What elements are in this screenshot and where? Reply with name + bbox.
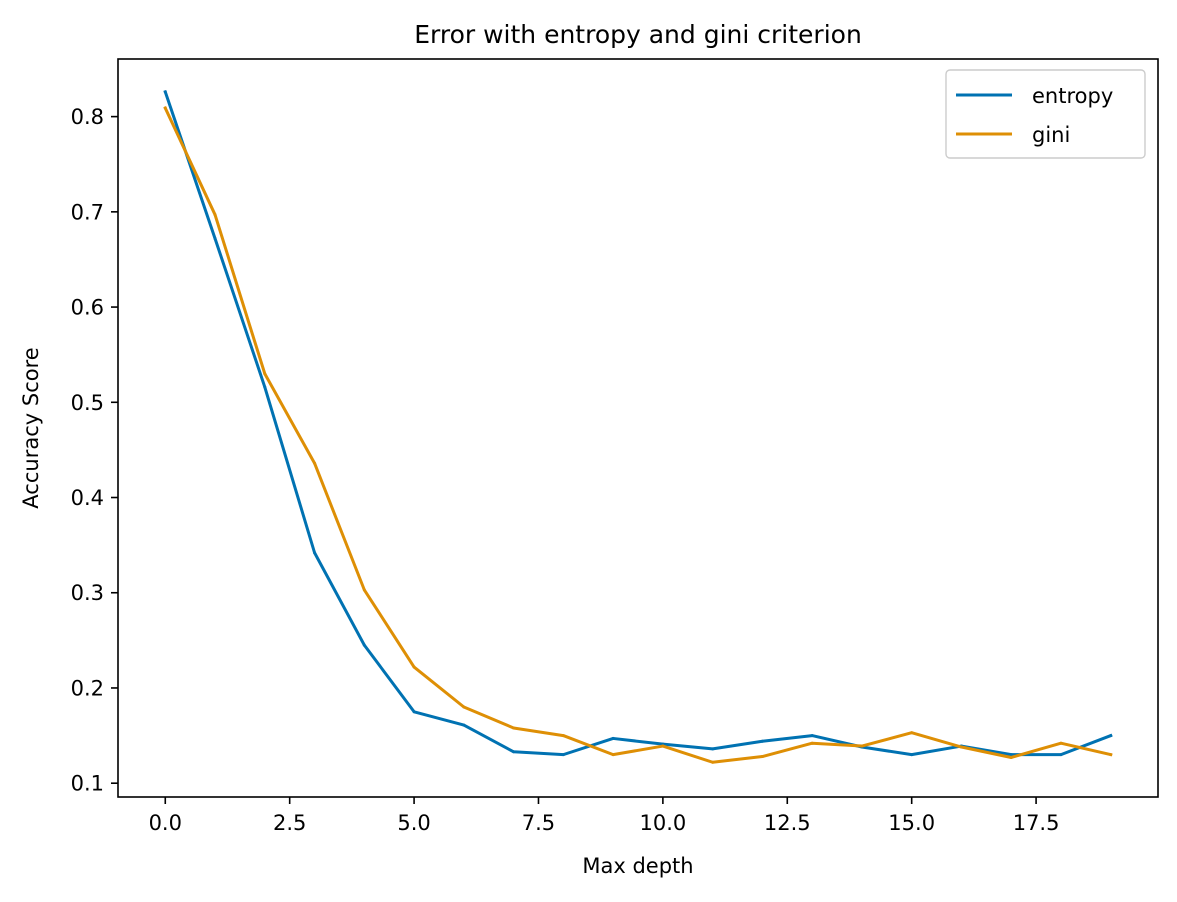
series-entropy — [163, 89, 1113, 757]
data-point-entropy — [213, 237, 217, 241]
legend-label-gini: gini — [1032, 123, 1070, 147]
y-axis-label: Accuracy Score — [19, 347, 43, 508]
data-point-entropy — [561, 753, 565, 757]
data-point-gini — [959, 745, 963, 749]
data-point-gini — [910, 731, 914, 735]
data-point-gini — [163, 106, 167, 110]
series-line-entropy — [163, 89, 1113, 757]
data-point-entropy — [1009, 753, 1013, 757]
data-point-entropy — [263, 385, 267, 389]
axes-frame — [117, 58, 1159, 798]
y-tick-label: 0.5 — [71, 391, 104, 415]
data-point-entropy — [810, 734, 814, 738]
y-tick-label: 0.6 — [71, 296, 104, 320]
data-point-gini — [1109, 753, 1113, 757]
data-point-gini — [810, 741, 814, 745]
data-point-entropy — [362, 643, 366, 647]
data-point-gini — [412, 665, 416, 669]
x-axis-label: Max depth — [582, 854, 693, 878]
x-tick-label: 17.5 — [1013, 811, 1060, 835]
data-point-entropy — [711, 747, 715, 751]
series-line-gini — [163, 106, 1113, 764]
x-tick-label: 12.5 — [764, 811, 811, 835]
data-point-gini — [263, 372, 267, 376]
series-gini — [163, 106, 1113, 764]
data-point-gini — [1009, 755, 1013, 759]
y-tick-label: 0.8 — [71, 105, 104, 129]
x-tick-label: 10.0 — [639, 811, 686, 835]
series-layer — [163, 89, 1113, 764]
data-point-gini — [760, 755, 764, 759]
data-point-gini — [213, 213, 217, 217]
data-point-gini — [611, 753, 615, 757]
y-tick-label: 0.3 — [71, 581, 104, 605]
data-point-entropy — [163, 90, 167, 94]
data-point-entropy — [1059, 753, 1063, 757]
data-point-entropy — [512, 750, 516, 754]
y-tick-label: 0.7 — [71, 200, 104, 224]
data-point-entropy — [760, 739, 764, 743]
x-axis: 0.0 2.5 5.0 7.5 10.0 12.5 15.0 17.5 — [149, 797, 1060, 835]
x-tick-label: 7.5 — [522, 811, 555, 835]
data-point-entropy — [611, 736, 615, 740]
data-point-gini — [1059, 741, 1063, 745]
legend-box — [945, 69, 1146, 159]
data-point-entropy — [910, 753, 914, 757]
data-point-entropy — [462, 723, 466, 727]
y-tick-label: 0.2 — [71, 676, 104, 700]
data-point-entropy — [313, 551, 317, 555]
plot-area — [117, 58, 1159, 798]
y-tick-label: 0.1 — [71, 772, 104, 796]
data-point-gini — [860, 744, 864, 748]
x-tick-label: 0.0 — [149, 811, 182, 835]
x-tick-label: 2.5 — [273, 811, 306, 835]
chart-title: Error with entropy and gini criterion — [414, 20, 862, 49]
x-tick-label: 15.0 — [888, 811, 935, 835]
data-point-entropy — [1109, 734, 1113, 738]
data-point-gini — [561, 734, 565, 738]
data-point-gini — [313, 461, 317, 465]
legend-label-entropy: entropy — [1032, 84, 1113, 108]
data-point-gini — [711, 760, 715, 764]
data-point-gini — [512, 726, 516, 730]
y-axis: 0.1 0.2 0.3 0.4 0.5 0.6 0.7 0.8 — [71, 105, 118, 796]
legend: entropy gini — [945, 69, 1146, 159]
y-tick-label: 0.4 — [71, 486, 104, 510]
data-point-gini — [661, 744, 665, 748]
data-point-gini — [462, 705, 466, 709]
x-tick-label: 5.0 — [397, 811, 430, 835]
data-point-gini — [362, 588, 366, 592]
data-point-entropy — [412, 710, 416, 714]
